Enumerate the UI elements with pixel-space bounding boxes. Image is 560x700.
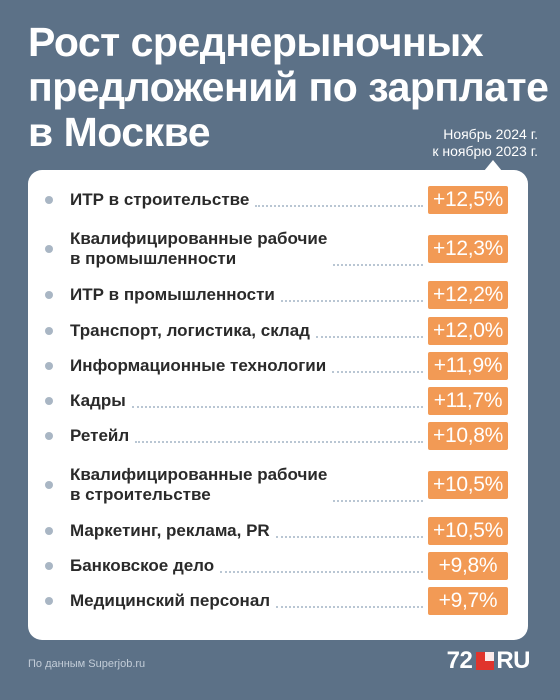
category-label-line: Банковское дело [70, 556, 215, 575]
chart-row: Ретейл +10,8% [28, 422, 528, 450]
dotted-leader [333, 264, 423, 266]
category-label-line: ИТР в промышленности [70, 285, 275, 304]
value-badge: +9,7% [428, 587, 508, 615]
bullet-icon [45, 597, 53, 605]
dotted-leader [131, 406, 423, 408]
logo: 72 RU [446, 647, 531, 674]
dotted-leader [276, 606, 423, 608]
title-line-3: в Москве [28, 109, 211, 155]
dotted-leader [332, 371, 423, 373]
period-caption: Ноябрь 2024 г. к ноябрю 2023 г. [338, 126, 538, 160]
category-label: Кадры [70, 391, 126, 411]
category-label: Квалифицированные рабочие в строительстве [70, 465, 327, 505]
bullet-icon [45, 432, 53, 440]
chart-row: Банковское дело +9,8% [28, 552, 528, 580]
chart-row: Транспорт, логистика, склад +12,0% [28, 317, 528, 345]
chart-row: ИТР в строительстве +12,5% [28, 186, 528, 214]
category-label-line: в промышленности [70, 249, 237, 268]
value-badge: +10,5% [428, 517, 508, 545]
page-title: Рост среднерыночных предложений по зарпл… [28, 19, 549, 155]
category-label: Информационные технологии [70, 356, 326, 376]
dotted-leader [135, 441, 423, 443]
category-label-line: ИТР в строительстве [70, 190, 250, 209]
category-label-line: в строительстве [70, 485, 211, 504]
chart-row: Кадры +11,7% [28, 387, 528, 415]
chart-rows: ИТР в строительстве +12,5% Квалифицированн… [28, 170, 528, 640]
category-label: Медицинский персонал [70, 591, 270, 611]
bullet-icon [45, 196, 53, 204]
chart-row: ИТР в промышленности +12,2% [28, 281, 528, 309]
category-label-line: Квалифицированные рабочие [70, 229, 328, 248]
value-badge: +11,9% [428, 352, 508, 380]
source-note: По данным Superjob.ru [28, 658, 146, 670]
bullet-icon [45, 481, 53, 489]
value-badge: +12,3% [428, 235, 508, 263]
bullet-icon [45, 562, 53, 570]
bullet-icon [45, 362, 53, 370]
chart-row: Медицинский персонал +9,7% [28, 587, 528, 615]
dotted-leader [275, 536, 423, 538]
chart-row: Квалифицированные рабочие в строительстве… [28, 465, 528, 505]
dotted-leader [220, 571, 423, 573]
bullet-icon [45, 327, 53, 335]
bullet-icon [45, 527, 53, 535]
title-line-2: предложений по зарплате [28, 64, 549, 110]
title-line-1: Рост среднерыночных [28, 19, 484, 65]
value-badge: +12,0% [428, 317, 508, 345]
period-caption-line-2: к ноябрю 2023 г. [432, 143, 538, 159]
chart-row: Квалифицированные рабочие в промышленност… [28, 229, 528, 269]
category-label: Ретейл [70, 426, 129, 446]
value-badge: +9,8% [428, 552, 508, 580]
category-label: Банковское дело [70, 556, 214, 576]
bullet-icon [45, 397, 53, 405]
category-label-line: Информационные технологии [70, 356, 327, 375]
category-label-line: Квалифицированные рабочие [70, 465, 328, 484]
dotted-leader [315, 336, 423, 338]
category-label-line: Маркетинг, реклама, PR [70, 521, 270, 540]
category-label: ИТР в промышленности [70, 285, 275, 305]
category-label-line: Кадры [70, 391, 126, 410]
category-label: Маркетинг, реклама, PR [70, 521, 270, 541]
chart-row: Информационные технологии +11,9% [28, 352, 528, 380]
value-badge: +12,5% [428, 186, 508, 214]
logo-square-icon [476, 652, 495, 670]
value-badge: +10,8% [428, 422, 508, 450]
dotted-leader [333, 500, 423, 502]
dotted-leader [255, 205, 423, 207]
bullet-icon [45, 245, 53, 253]
category-label-line: Ретейл [70, 426, 130, 445]
logo-number: 72 [446, 647, 473, 674]
value-badge: +12,2% [428, 281, 508, 309]
bullet-icon [45, 291, 53, 299]
category-label: Квалифицированные рабочие в промышленност… [70, 229, 327, 269]
chart-card: ИТР в строительстве +12,5% Квалифицированн… [28, 170, 528, 640]
value-badge: +11,7% [428, 387, 508, 415]
chart-row: Маркетинг, реклама, PR +10,5% [28, 517, 528, 545]
value-badge: +10,5% [428, 471, 508, 499]
category-label-line: Медицинский персонал [70, 591, 271, 610]
category-label: Транспорт, логистика, склад [70, 321, 310, 341]
dotted-leader [280, 300, 423, 302]
category-label: ИТР в строительстве [70, 190, 249, 210]
logo-suffix: RU [496, 647, 530, 674]
card-pointer [484, 160, 502, 171]
category-label-line: Транспорт, логистика, склад [70, 321, 310, 340]
period-caption-line-1: Ноябрь 2024 г. [443, 126, 538, 142]
